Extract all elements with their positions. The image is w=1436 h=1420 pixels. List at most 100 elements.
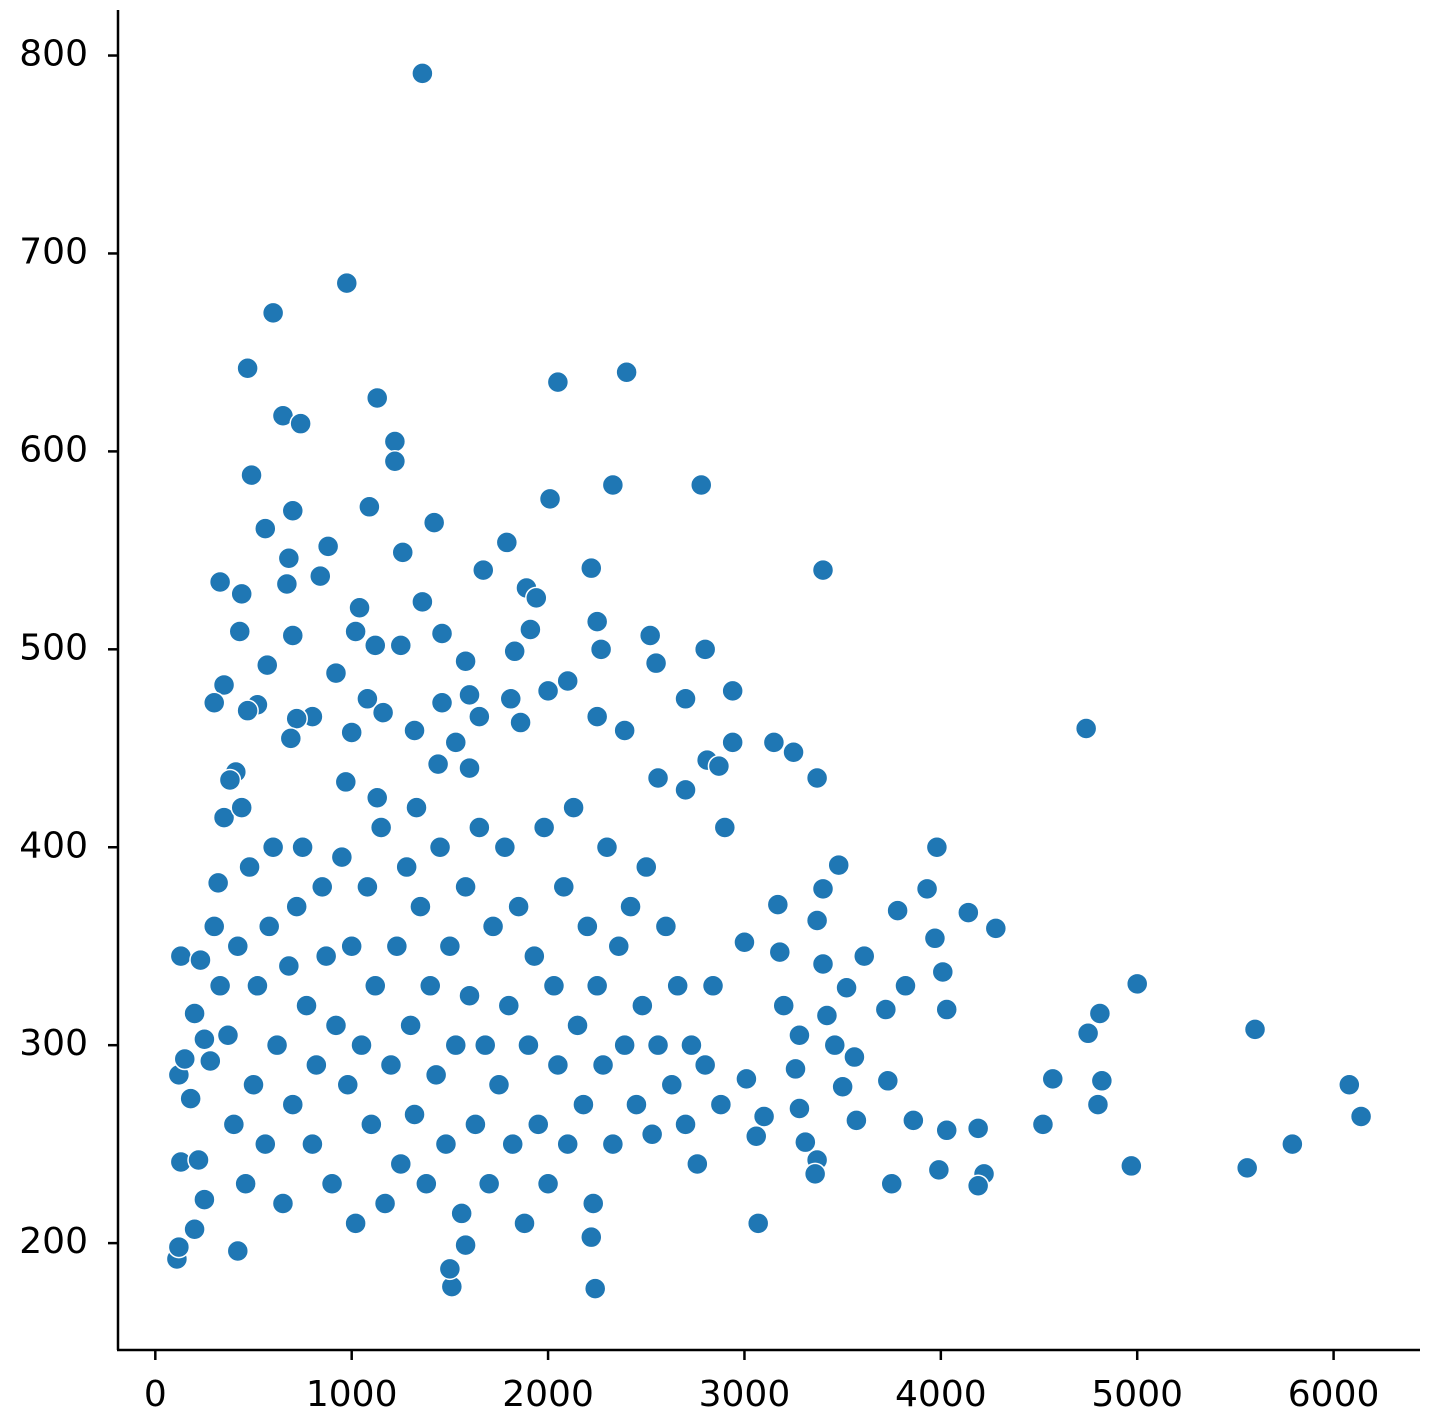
point	[509, 711, 532, 734]
point	[580, 556, 603, 580]
x-tick-label: 0	[144, 1374, 167, 1415]
point	[499, 687, 523, 711]
point	[365, 386, 389, 410]
point	[218, 768, 242, 792]
point	[291, 836, 314, 859]
point	[619, 895, 642, 918]
point	[1125, 972, 1149, 996]
point	[379, 1053, 403, 1077]
point	[336, 1073, 360, 1097]
point	[580, 1225, 603, 1249]
point	[340, 934, 363, 958]
point	[444, 1033, 468, 1057]
point	[686, 1152, 709, 1176]
point	[356, 875, 379, 899]
point	[238, 855, 261, 879]
point	[615, 360, 638, 384]
point	[473, 1033, 497, 1057]
point	[444, 731, 468, 754]
point	[674, 778, 697, 802]
point	[409, 895, 432, 918]
point	[169, 944, 193, 968]
point	[320, 1172, 344, 1195]
point	[1088, 1002, 1112, 1025]
point	[389, 1152, 413, 1176]
point	[438, 934, 462, 958]
point	[193, 1188, 216, 1211]
point	[660, 1073, 684, 1097]
y-tick-label: 600	[19, 429, 88, 470]
point	[383, 450, 407, 473]
point	[1281, 1132, 1304, 1156]
point	[487, 1073, 511, 1097]
point	[654, 915, 678, 938]
point	[831, 1075, 854, 1099]
point	[371, 701, 395, 724]
point	[788, 1097, 811, 1120]
point	[434, 1132, 458, 1156]
point	[966, 1117, 990, 1140]
point	[613, 1033, 636, 1057]
point	[519, 618, 542, 641]
point	[693, 1053, 717, 1077]
y-tick-label: 300	[19, 1023, 88, 1064]
point	[454, 875, 477, 899]
points	[165, 62, 1373, 1300]
point	[424, 1063, 448, 1087]
point	[562, 796, 585, 819]
point	[674, 687, 697, 711]
point	[815, 1004, 839, 1027]
point	[1076, 1022, 1100, 1045]
point	[301, 1132, 324, 1156]
point	[646, 1033, 670, 1057]
point	[418, 974, 442, 998]
point	[709, 1093, 733, 1116]
point	[411, 590, 434, 614]
point	[640, 1123, 664, 1146]
point	[234, 1172, 257, 1195]
point	[257, 915, 281, 938]
point	[735, 1067, 758, 1091]
point	[226, 1239, 250, 1263]
point	[173, 1047, 197, 1071]
point	[935, 998, 958, 1021]
point	[348, 596, 371, 620]
point	[1090, 1069, 1114, 1093]
point	[576, 915, 599, 938]
point	[240, 463, 263, 487]
point	[415, 1172, 438, 1195]
point	[721, 679, 744, 703]
point	[309, 564, 332, 588]
point	[638, 624, 662, 647]
point	[468, 816, 491, 839]
point	[601, 1132, 625, 1156]
point	[1031, 1113, 1055, 1136]
point	[1074, 717, 1098, 740]
y-tick-label: 700	[19, 231, 88, 272]
point	[852, 944, 876, 968]
point	[358, 495, 381, 519]
point	[927, 1158, 951, 1182]
point	[212, 806, 236, 829]
point	[405, 796, 428, 819]
point	[733, 931, 756, 954]
point	[589, 638, 613, 661]
point	[202, 915, 226, 938]
point	[1349, 1105, 1373, 1128]
point	[289, 412, 312, 435]
point	[784, 1057, 807, 1081]
point	[595, 836, 619, 859]
point	[572, 1093, 595, 1116]
point	[477, 1172, 501, 1195]
point	[208, 570, 232, 594]
point	[411, 62, 434, 85]
point	[894, 974, 917, 998]
point	[193, 1027, 216, 1051]
point	[585, 974, 609, 998]
point	[458, 756, 481, 780]
x-tick-label: 5000	[1091, 1374, 1183, 1415]
point	[752, 1105, 776, 1128]
point	[556, 669, 579, 693]
x-tick-label: 6000	[1288, 1374, 1380, 1415]
